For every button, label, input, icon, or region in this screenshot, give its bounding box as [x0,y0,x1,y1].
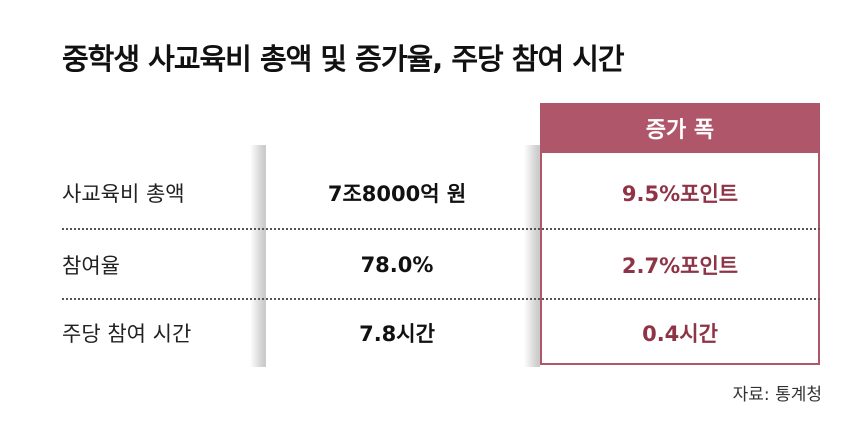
change: 9.5%포인트 [621,182,739,206]
row-label: 주당 참여 시간 [62,322,192,346]
value: 78.0% [360,253,434,277]
row-divider [62,228,820,230]
value: 7조8000억 원 [327,182,467,206]
column-shadow [524,145,540,367]
row-divider [62,298,820,300]
value: 7.8시간 [359,322,435,346]
row-label: 참여율 [62,254,120,278]
column-shadow [250,145,266,367]
source: 자료: 통계청 [732,385,822,405]
change: 2.7%포인트 [621,254,739,278]
change: 0.4시간 [642,322,718,346]
table-row: 참여율 78.0% 2.7%포인트 [62,230,820,300]
column-header: 증가 폭 [540,103,820,153]
table-row: 사교육비 총액 7조8000억 원 9.5%포인트 [62,158,820,228]
title: 중학생 사교육비 총액 및 증가율, 주당 참여 시간 [62,42,625,76]
row-label: 사교육비 총액 [62,182,185,206]
table-row: 주당 참여 시간 7.8시간 0.4시간 [62,298,820,368]
